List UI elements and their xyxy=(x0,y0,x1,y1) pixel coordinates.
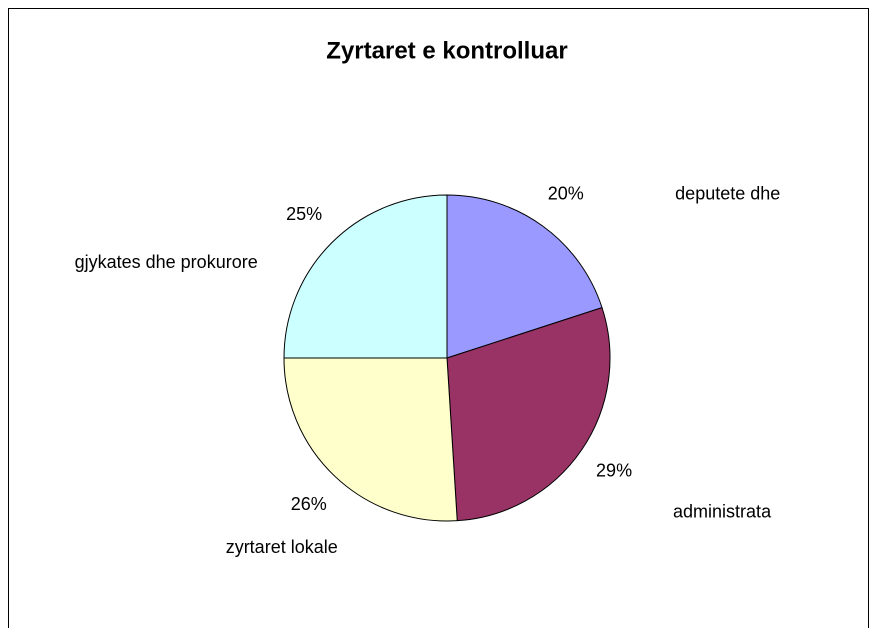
category-label: deputete dhe xyxy=(675,183,780,203)
value-label: 20% xyxy=(548,183,584,203)
value-label: 25% xyxy=(286,204,322,224)
pie-slice xyxy=(446,194,603,359)
category-label: zyrtaret lokale xyxy=(226,537,338,557)
category-label: gjykates dhe prokurore xyxy=(75,252,258,272)
chart-title: Zyrtaret e kontrolluar xyxy=(326,37,567,64)
pie-slice xyxy=(283,194,448,359)
value-label: 29% xyxy=(596,460,632,480)
pie-slice xyxy=(283,357,458,522)
category-label: administrata xyxy=(673,501,772,521)
pie-slice xyxy=(446,306,611,522)
value-label: 26% xyxy=(291,494,327,514)
